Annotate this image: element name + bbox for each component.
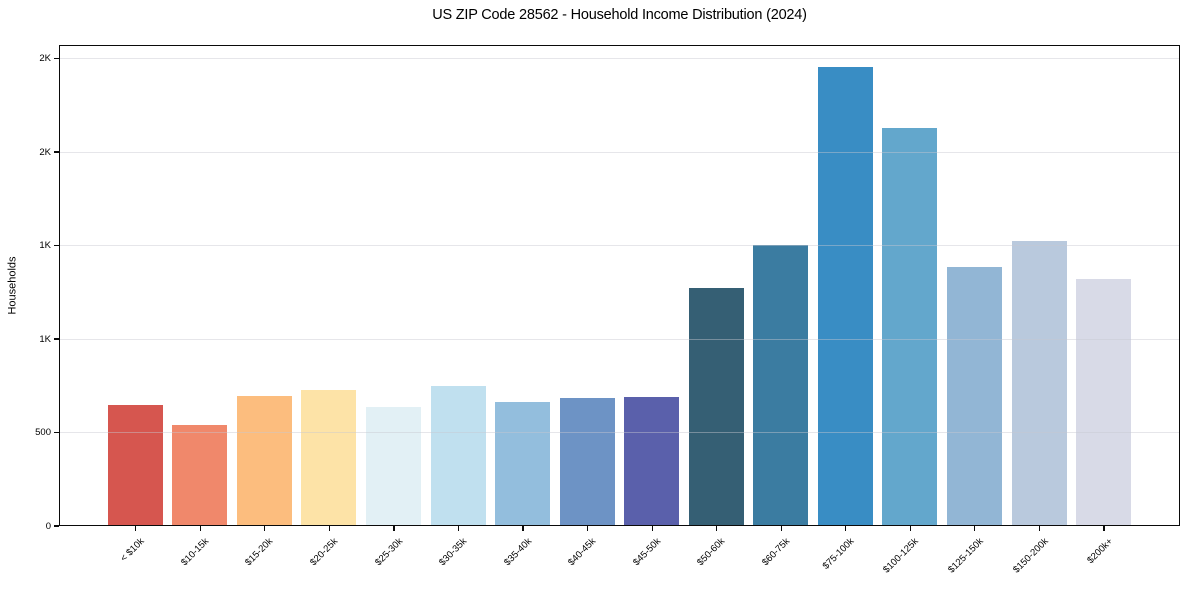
x-tick-mark [909, 526, 911, 531]
x-tick-mark [1103, 526, 1105, 531]
y-tick-label: 1K [39, 240, 51, 251]
x-tick-label: $35-40k [501, 536, 534, 569]
bar [172, 424, 228, 525]
bar [301, 390, 357, 525]
bar [366, 407, 421, 525]
bar [882, 127, 938, 525]
x-tick-mark [264, 526, 266, 531]
x-tick-label: $40-45k [566, 536, 599, 569]
bar [236, 396, 292, 525]
y-tick-mark [54, 525, 59, 527]
bar [753, 244, 809, 525]
bar [1011, 240, 1067, 525]
x-tick-mark [457, 526, 460, 531]
x-tick-label: $30-35k [437, 536, 470, 569]
x-tick-mark [1038, 526, 1041, 531]
bar [688, 287, 744, 525]
x-tick-label: < $10k [118, 536, 147, 565]
bar [624, 396, 680, 525]
x-tick-label: $20-25k [308, 536, 341, 569]
gridline [60, 432, 1179, 434]
y-tick-label: 500 [35, 427, 51, 438]
x-tick-mark [199, 526, 201, 531]
x-tick-label: $60-75k [759, 536, 792, 569]
gridline [60, 245, 1179, 247]
y-tick-mark [54, 57, 59, 60]
x-tick-label: $15-20k [243, 536, 276, 569]
y-tick-mark [54, 244, 59, 247]
x-tick-mark [135, 526, 137, 531]
bar [817, 66, 873, 525]
y-tick-label: 1K [39, 333, 51, 345]
x-tick-label: $200k+ [1084, 536, 1115, 567]
x-tick-mark [780, 526, 782, 531]
x-tick-mark [845, 526, 847, 531]
bar [559, 397, 615, 525]
bar [107, 405, 163, 525]
y-tick-mark [54, 338, 59, 340]
x-tick-mark [651, 526, 653, 531]
y-tick-mark [54, 431, 59, 434]
gridline [60, 58, 1179, 60]
x-tick-mark [522, 526, 524, 531]
y-tick-label: 2K [39, 53, 51, 64]
chart-title: US ZIP Code 28562 - Household Income Dis… [432, 7, 807, 23]
x-tick-label: $50-60k [695, 536, 728, 569]
x-tick-mark [586, 526, 589, 531]
plot-area [59, 45, 1180, 526]
y-tick-mark [54, 151, 59, 153]
x-tick-label: $10-15k [178, 536, 211, 569]
x-tick-mark [974, 526, 976, 531]
x-tick-mark [716, 526, 718, 531]
x-tick-mark [393, 526, 395, 531]
bar [430, 385, 486, 525]
y-axis-label: Households [6, 256, 19, 315]
gridline [60, 338, 1179, 340]
x-tick-label: $75-100k [820, 536, 857, 572]
x-tick-label: $25-30k [372, 536, 405, 569]
bar [946, 266, 1002, 525]
x-tick-label: $45-50k [630, 536, 663, 569]
x-tick-label: $150-200k [1010, 536, 1051, 576]
x-tick-label: $100-125k [881, 536, 922, 576]
y-tick-label: 2K [39, 146, 51, 158]
bar [495, 401, 551, 525]
gridline [60, 151, 1179, 153]
y-tick-label: 0 [45, 520, 51, 532]
bar [1076, 279, 1132, 525]
x-tick-mark [328, 526, 330, 531]
x-tick-label: $125-150k [946, 536, 986, 576]
